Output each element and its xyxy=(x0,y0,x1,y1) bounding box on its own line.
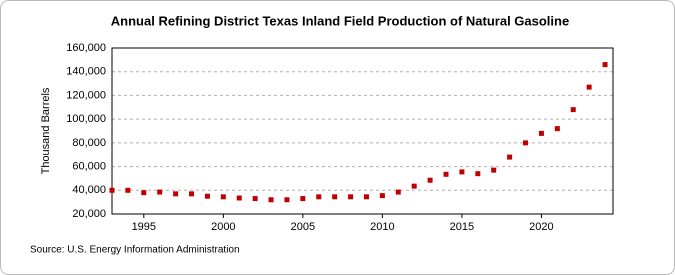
point xyxy=(173,191,179,197)
chart-title: Annual Refining District Texas Inland Fi… xyxy=(111,13,569,28)
point xyxy=(523,140,529,146)
point xyxy=(300,196,306,202)
point xyxy=(570,107,576,113)
y-tick-label: 120,000 xyxy=(66,89,106,101)
point xyxy=(332,194,338,200)
point xyxy=(538,130,544,136)
point xyxy=(459,169,465,175)
source: Source: U.S. Energy Information Administ… xyxy=(30,245,240,256)
point xyxy=(220,194,226,200)
point xyxy=(189,191,195,197)
point xyxy=(586,84,592,90)
y-tick-label: 60,000 xyxy=(72,160,106,172)
point xyxy=(348,194,354,200)
point xyxy=(554,126,560,132)
point xyxy=(204,193,210,199)
point xyxy=(316,194,322,200)
y-tick-label: 20,000 xyxy=(72,208,106,220)
x-tick-label: 2005 xyxy=(291,221,315,233)
x-tick-label: 2015 xyxy=(450,221,474,233)
point xyxy=(507,154,513,160)
y-tick-label: 140,000 xyxy=(66,66,106,78)
y-axis-label: Thousand Barrels xyxy=(40,87,52,174)
point xyxy=(157,189,163,195)
x-tick-label: 1995 xyxy=(132,221,156,233)
point xyxy=(284,197,290,203)
plot-border xyxy=(111,47,614,215)
point xyxy=(427,177,433,183)
point xyxy=(411,183,417,189)
point xyxy=(268,197,274,203)
point xyxy=(236,195,242,201)
point xyxy=(379,193,385,199)
point xyxy=(602,62,608,68)
point xyxy=(252,196,258,202)
point xyxy=(109,187,115,193)
y-tick-label: 100,000 xyxy=(66,113,106,125)
point xyxy=(363,194,369,200)
point xyxy=(141,190,147,196)
point xyxy=(443,171,449,177)
x-tick-label: 2020 xyxy=(529,221,553,233)
x-tick-label: 2010 xyxy=(370,221,394,233)
y-tick-label: 40,000 xyxy=(72,184,106,196)
point xyxy=(395,189,401,195)
point xyxy=(491,167,497,173)
y-tick-label: 160,000 xyxy=(66,42,106,54)
y-tick-label: 80,000 xyxy=(72,137,106,149)
point xyxy=(125,187,131,193)
point xyxy=(475,171,481,177)
x-tick-label: 2000 xyxy=(211,221,235,233)
